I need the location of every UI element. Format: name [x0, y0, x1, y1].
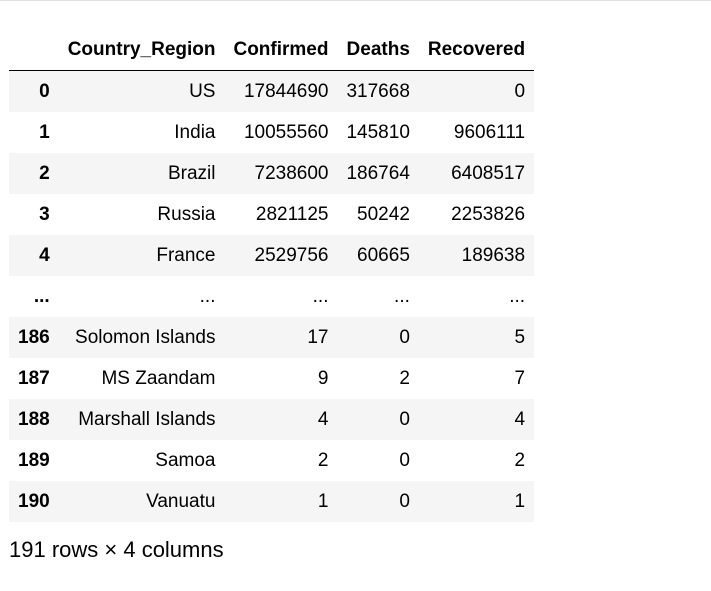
cell-deaths: 0	[399, 408, 410, 430]
cell-country-region: India	[174, 121, 216, 143]
ellipsis-row: ... ... ... ... ...	[9, 276, 535, 317]
row-index: ...	[33, 285, 50, 307]
cell-deaths: 50242	[357, 203, 410, 225]
cell-recovered: 1	[514, 490, 526, 512]
table-row: 186 Solomon Islands 17 0 5	[9, 317, 535, 358]
row-index: 190	[18, 490, 50, 512]
cell-recovered: 7	[514, 367, 526, 389]
table-row: 187 MS Zaandam 9 2 7	[9, 358, 535, 399]
cell-confirmed: 4	[317, 408, 329, 430]
cell-country-region: Marshall Islands	[78, 408, 216, 430]
column-header-confirmed: Confirmed	[224, 30, 338, 71]
cell-deaths: 317668	[346, 80, 410, 102]
cell-deaths: ...	[394, 285, 410, 307]
cell-country-region: MS Zaandam	[101, 367, 216, 389]
cell-confirmed: 2821125	[255, 203, 329, 225]
cell-deaths: 145810	[346, 121, 410, 143]
cell-country-region: Vanuatu	[146, 490, 216, 512]
cell-country-region: Solomon Islands	[75, 326, 216, 348]
cell-country-region: Brazil	[167, 162, 216, 184]
cell-recovered: 189638	[461, 244, 526, 266]
cell-confirmed: 2	[317, 449, 329, 471]
cell-deaths: 0	[399, 449, 410, 471]
column-header-country-region: Country_Region	[58, 30, 225, 71]
cell-recovered: 5	[514, 326, 526, 348]
cell-deaths: 186764	[346, 162, 410, 184]
table-row: 2 Brazil 7238600 186764 6408517	[9, 153, 535, 194]
cell-confirmed: 7238600	[254, 162, 329, 184]
row-index: 1	[39, 121, 50, 143]
row-index: 188	[18, 408, 50, 430]
cell-country-region: US	[189, 80, 216, 102]
cell-confirmed: 10055560	[243, 121, 329, 143]
cell-recovered: ...	[509, 285, 526, 307]
dataframe-table: Country_Region Confirmed Deaths Recovere…	[9, 30, 535, 522]
table-row: 0 US 17844690 317668 0	[9, 70, 535, 112]
table-row: 189 Samoa 2 0 2	[9, 440, 535, 481]
row-index: 2	[39, 162, 50, 184]
row-index: 4	[39, 244, 50, 266]
table-row: 1 India 10055560 145810 9606111	[9, 112, 535, 153]
row-index: 3	[39, 203, 50, 225]
table-row: 4 France 2529756 60665 189638	[9, 235, 535, 276]
cell-country-region: France	[156, 244, 216, 266]
cell-confirmed: 17	[307, 326, 329, 348]
row-index: 186	[18, 326, 50, 348]
column-header-recovered: Recovered	[418, 30, 535, 71]
dataframe-shape-caption: 191 rows × 4 columns	[9, 537, 224, 562]
cell-confirmed: 1	[317, 490, 329, 512]
cell-confirmed: 2529756	[254, 244, 329, 266]
index-header	[9, 30, 59, 71]
cell-recovered: 0	[514, 80, 526, 102]
cell-deaths: 2	[399, 367, 410, 389]
cell-recovered: 2	[514, 449, 526, 471]
cell-country-region: Russia	[157, 203, 216, 225]
cell-confirmed: ...	[312, 285, 329, 307]
cell-confirmed: 9	[317, 367, 329, 389]
cell-recovered: 2253826	[451, 203, 526, 225]
cell-recovered: 9606111	[453, 121, 526, 143]
cell-deaths: 0	[399, 490, 410, 512]
row-index: 187	[18, 367, 50, 389]
cell-deaths: 0	[399, 326, 410, 348]
table-row: 3 Russia 2821125 50242 2253826	[9, 194, 535, 235]
cell-top-border	[0, 0, 711, 1]
cell-confirmed: 17844690	[243, 80, 329, 102]
table-row: 190 Vanuatu 1 0 1	[9, 481, 535, 522]
cell-country-region: ...	[199, 285, 216, 307]
cell-recovered: 6408517	[451, 162, 526, 184]
cell-recovered: 4	[514, 408, 526, 430]
row-index: 0	[39, 80, 50, 102]
cell-deaths: 60665	[357, 244, 410, 266]
dataframe-output: Country_Region Confirmed Deaths Recovere…	[9, 30, 535, 563]
column-header-deaths: Deaths	[337, 30, 419, 71]
row-index: 189	[18, 449, 50, 471]
table-row: 188 Marshall Islands 4 0 4	[9, 399, 535, 440]
cell-country-region: Samoa	[155, 449, 216, 471]
header-row: Country_Region Confirmed Deaths Recovere…	[9, 30, 535, 71]
